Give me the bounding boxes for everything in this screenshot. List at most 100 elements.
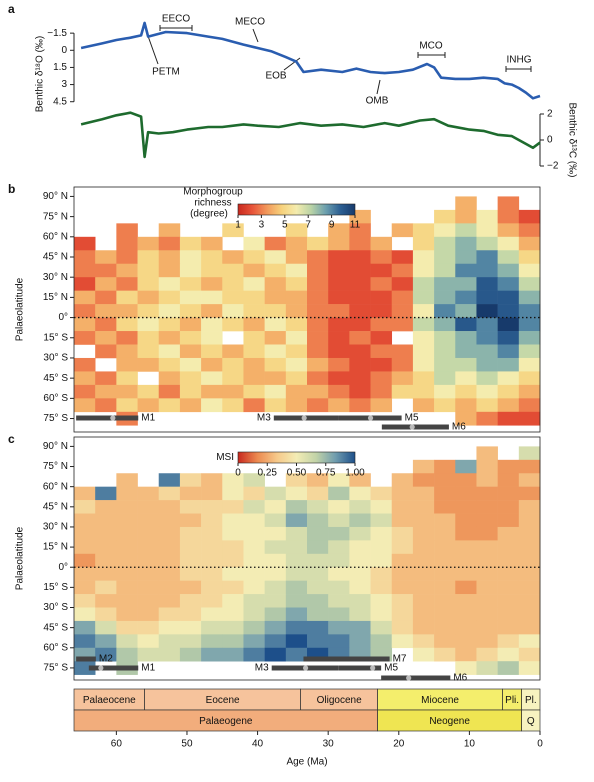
heatmap-cell	[307, 331, 329, 345]
heatmap-cell	[95, 553, 117, 568]
heatmap-cell	[307, 473, 329, 487]
heatmap-cell	[518, 263, 541, 278]
heatmap-cell	[201, 371, 223, 386]
heatmap-cell	[201, 607, 223, 622]
heatmap-cell	[391, 526, 414, 541]
heatmap-cell	[201, 513, 223, 528]
heatmap-cell	[95, 526, 117, 541]
heatmap-cell	[370, 290, 393, 305]
interval-bar	[76, 415, 139, 421]
heatmap-cell	[434, 459, 456, 474]
annotation-arrow	[376, 79, 381, 95]
heatmap-cell	[455, 398, 477, 413]
heatmap-cell	[370, 567, 393, 581]
colorbar-tick-label: 0.25	[258, 468, 278, 479]
interval-midpoint	[302, 665, 309, 671]
heatmap-cell	[497, 304, 520, 318]
epoch-label: Oligocene	[317, 695, 362, 706]
heatmap-cell	[243, 634, 265, 649]
heatmap-cell	[158, 647, 181, 662]
heatmap-cell	[412, 647, 435, 662]
heatmap-cell	[307, 357, 329, 372]
heatmap-cell	[476, 344, 498, 359]
heatmap-cell	[158, 500, 181, 514]
heatmap-cell	[201, 473, 223, 487]
heatmap-cell	[412, 344, 435, 359]
y-tick-label: 90° N	[43, 191, 68, 202]
colorbar	[237, 203, 356, 216]
heatmap-cell	[264, 344, 287, 359]
y-tick-label: 45° N	[43, 501, 68, 512]
heatmap-cell	[243, 513, 265, 528]
heatmap-cell	[370, 384, 393, 399]
y-tick-label: 75° S	[43, 663, 68, 674]
heatmap-cell	[95, 277, 117, 291]
colorbar-label: richness	[194, 198, 231, 209]
heatmap-cell	[158, 304, 181, 318]
heatmap-cell	[74, 594, 96, 608]
heatmap-cell	[412, 473, 435, 487]
heatmap-cell	[391, 607, 414, 622]
heatmap-cell	[497, 344, 520, 359]
heatmap-cell	[222, 486, 244, 501]
heatmap-cell	[518, 290, 541, 305]
interval-bar	[76, 656, 96, 662]
heatmap-cell	[497, 500, 520, 514]
heatmap-cell	[349, 263, 371, 278]
heatmap-cell	[307, 540, 329, 555]
heatmap-cell	[434, 647, 456, 662]
annotation: OMB	[366, 96, 389, 107]
interval-label: M5	[405, 413, 419, 424]
heatmap-cell	[116, 580, 138, 595]
heatmap-cell	[497, 223, 520, 238]
heatmap-cell	[116, 500, 138, 514]
x-tick-label: 0	[537, 739, 543, 750]
heatmap-cell	[116, 647, 138, 662]
heatmap-cell	[222, 647, 244, 662]
heatmap-cell	[201, 580, 223, 595]
heatmap-cell	[455, 250, 477, 265]
heatmap-cell	[137, 290, 160, 305]
heatmap-cell	[455, 459, 477, 474]
heatmap-cell	[476, 540, 498, 555]
heatmap-cell	[307, 500, 329, 514]
heatmap-cell	[370, 371, 393, 386]
heatmap-cell	[328, 607, 350, 622]
y-tick-label: 75° S	[43, 413, 68, 424]
heatmap-cell	[434, 344, 456, 359]
heatmap-cell	[328, 317, 350, 332]
heatmap-cell	[497, 277, 520, 291]
heatmap-cell	[179, 526, 202, 541]
heatmap-cell	[349, 236, 371, 251]
heatmap-cell	[328, 553, 350, 568]
heatmap-cell	[158, 357, 181, 372]
heatmap-cell	[285, 357, 308, 372]
heatmap-cell	[518, 634, 541, 649]
heatmap-cell	[307, 620, 329, 635]
heatmap-cell	[434, 304, 456, 318]
heatmap-cell	[434, 277, 456, 291]
heatmap-cell	[137, 526, 160, 541]
heatmap-cell	[95, 594, 117, 608]
colorbar-tick-label: 7	[305, 220, 311, 231]
heatmap-cell	[434, 540, 456, 555]
heatmap-cell	[95, 371, 117, 386]
heatmap-cell	[74, 513, 96, 528]
heatmap-cell	[370, 236, 393, 251]
heatmap-cell	[434, 473, 456, 487]
heatmap-cell	[455, 223, 477, 238]
heatmap-cell	[243, 486, 265, 501]
heatmap-cell	[307, 580, 329, 595]
heatmap-cell	[158, 263, 181, 278]
heatmap-cell	[476, 513, 498, 528]
heatmap-cell	[285, 473, 308, 487]
colorbar-tick-label: 0.75	[316, 468, 336, 479]
y-tick-label: 60° S	[43, 642, 68, 653]
heatmap-cell	[412, 620, 435, 635]
heatmap-cell	[222, 304, 244, 318]
heatmap-cell	[116, 250, 138, 265]
heatmap-cell	[391, 277, 414, 291]
heatmap-cell	[285, 567, 308, 581]
heatmap-cell	[158, 486, 181, 501]
